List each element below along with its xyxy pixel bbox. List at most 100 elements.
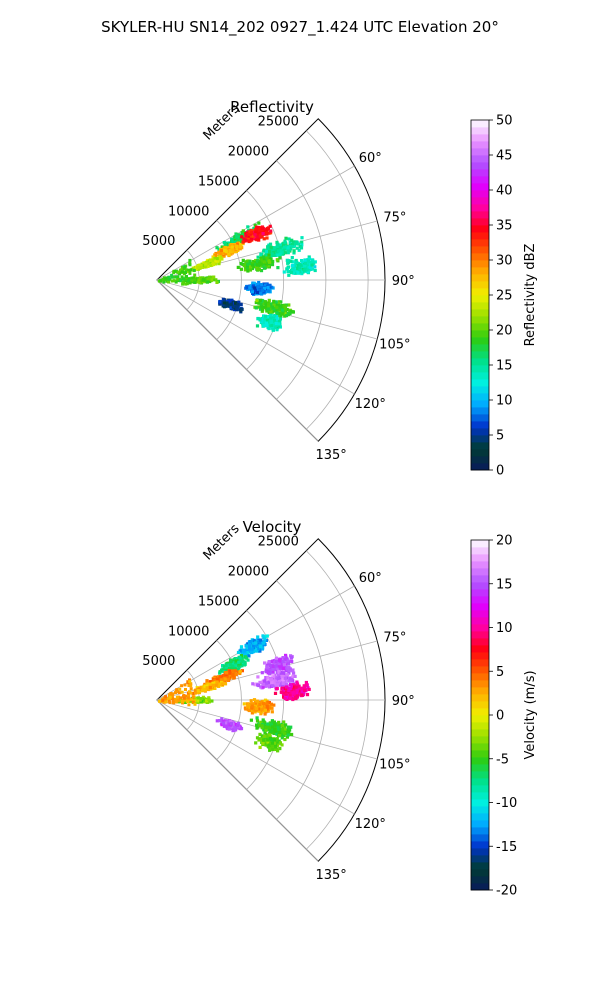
- echo-gate: [289, 655, 293, 659]
- echo-gate: [267, 231, 271, 235]
- echo-gate: [275, 659, 279, 663]
- echo-gate: [267, 705, 271, 710]
- echo-gate: [278, 665, 282, 669]
- echo-gate: [171, 692, 175, 696]
- colorbar-band: [471, 603, 489, 611]
- echo-gate: [258, 227, 262, 232]
- echo-gate: [259, 705, 264, 709]
- echo-gate: [260, 671, 264, 675]
- echo-gate: [233, 306, 237, 311]
- echo-gate: [249, 265, 253, 269]
- colorbar-band: [471, 274, 489, 282]
- echo-gate: [288, 696, 292, 700]
- colorbar-band: [471, 372, 489, 380]
- echo-gate: [265, 318, 270, 322]
- echo-gate: [243, 650, 247, 654]
- echo-gate: [279, 300, 283, 304]
- echo-gate: [284, 655, 288, 659]
- echo-gate: [162, 280, 166, 284]
- echo-gate: [303, 685, 307, 689]
- echo-gate: [250, 647, 254, 651]
- echo-gate: [294, 240, 298, 244]
- echo-gate: [188, 263, 192, 267]
- echo-gate: [267, 298, 271, 302]
- colorbar-band: [471, 778, 489, 786]
- echo-gate: [172, 279, 176, 283]
- echo-gate: [290, 242, 294, 246]
- echo-gate: [280, 674, 284, 678]
- colorbar-band: [471, 596, 489, 604]
- echo-gate: [250, 708, 254, 712]
- echo-gate: [268, 260, 272, 264]
- echo-gate: [283, 311, 287, 316]
- echo-gate: [254, 235, 258, 239]
- colorbar-band: [471, 463, 489, 471]
- echo-gate: [252, 698, 257, 702]
- echo-gate: [272, 730, 276, 734]
- echo-gate: [189, 691, 193, 695]
- echo-gate: [171, 697, 174, 701]
- echo-gate: [236, 721, 241, 725]
- range-tick-label: 15000: [198, 174, 239, 189]
- echo-gate: [217, 247, 221, 251]
- echo-gate: [280, 250, 284, 254]
- echo-gate: [250, 290, 254, 294]
- echo-gate: [213, 253, 218, 258]
- echo-gate: [234, 301, 238, 305]
- echo-gate: [263, 734, 267, 738]
- echo-gate: [275, 321, 279, 325]
- echo-gate: [179, 279, 183, 283]
- echo-gate: [192, 268, 196, 272]
- echo-gate: [202, 696, 206, 701]
- echo-gate: [294, 260, 298, 265]
- echo-gate: [281, 688, 285, 692]
- range-tick-label: 5000: [142, 234, 175, 249]
- echo-gate: [269, 229, 273, 233]
- echo-gate: [265, 663, 269, 667]
- colorbar-band: [471, 820, 489, 828]
- colorbar-tick-label: 15: [496, 577, 513, 592]
- echo-gate: [253, 286, 257, 290]
- echo-gate: [285, 258, 289, 262]
- echo-gate: [271, 684, 275, 688]
- echo-gate: [268, 730, 272, 734]
- echo-gate: [248, 268, 252, 272]
- echo-gate: [238, 670, 242, 674]
- echo-gate: [207, 700, 211, 704]
- echo-gate: [297, 684, 301, 688]
- echo-gate: [219, 256, 223, 260]
- echo-gate: [297, 248, 301, 252]
- echo-gate: [261, 288, 265, 292]
- colorbar-band: [471, 435, 489, 443]
- echo-gate: [218, 300, 222, 304]
- echo-gate: [240, 246, 244, 250]
- echo-gate: [292, 249, 296, 253]
- echo-gate: [268, 663, 272, 667]
- echo-gate: [245, 236, 249, 240]
- echo-gate: [187, 279, 191, 283]
- echo-gate: [174, 700, 178, 704]
- echo-gate: [265, 734, 269, 739]
- echo-gate: [283, 676, 287, 680]
- echo-gate: [189, 687, 193, 691]
- echo-gate: [235, 308, 239, 312]
- echo-gate: [270, 263, 275, 267]
- echo-gate: [274, 656, 279, 660]
- colorbar-band: [471, 624, 489, 632]
- colorbar-band: [471, 309, 489, 317]
- echo-gate: [290, 238, 294, 242]
- echo-gate: [183, 265, 187, 269]
- echo-gate: [262, 286, 266, 290]
- echo-gate: [291, 697, 295, 702]
- colorbar-band: [471, 288, 489, 296]
- echo-gate: [224, 664, 228, 668]
- echo-gate: [286, 728, 290, 732]
- colorbar-band: [471, 589, 489, 597]
- echo-gate: [284, 236, 288, 240]
- colorbar-tick-label: 20: [496, 324, 513, 339]
- echo-gate: [289, 271, 293, 275]
- colorbar-band: [471, 631, 489, 639]
- echo-gate: [220, 680, 224, 685]
- echo-gate: [256, 285, 260, 289]
- echo-gate: [188, 698, 192, 702]
